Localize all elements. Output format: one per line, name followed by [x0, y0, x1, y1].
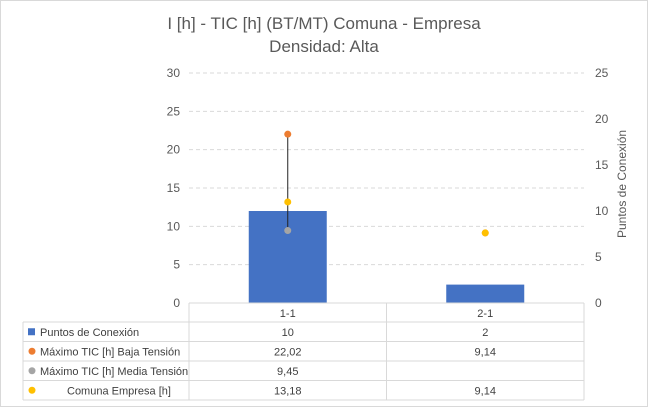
category-label: 1-1 — [280, 308, 296, 320]
data-label: 13,18 — [274, 385, 302, 397]
bar-series — [248, 211, 525, 303]
legend-label: Máximo TIC [h] Media Tensión — [40, 366, 188, 378]
legend-key — [28, 328, 35, 336]
right-axis: 0 5 10 15 20 25 — [595, 66, 609, 310]
left-tick-label: 20 — [167, 143, 181, 157]
right-tick-label: 0 — [595, 296, 602, 310]
data-label: 2 — [482, 327, 488, 339]
data-point — [284, 227, 292, 235]
chart-title: I [h] - TIC [h] (BT/MT) Comuna - Empresa — [167, 14, 481, 33]
right-tick-label: 20 — [595, 112, 609, 126]
right-tick-label: 10 — [595, 204, 609, 218]
data-label: 10 — [282, 327, 294, 339]
right-tick-label: 15 — [595, 158, 609, 172]
high-low-lines — [287, 134, 289, 231]
legend-key — [28, 347, 36, 355]
category-label: 2-1 — [477, 308, 493, 320]
data-table: 1-1 2-1 Puntos de Conexión 10 2 Máximo TIC [h… — [22, 302, 585, 401]
data-point — [284, 198, 292, 206]
left-tick-label: 5 — [173, 258, 180, 272]
left-tick-label: 25 — [167, 104, 181, 118]
left-tick-label: 10 — [167, 219, 181, 233]
legend-label: Puntos de Conexión — [40, 327, 139, 339]
right-tick-label: 5 — [595, 250, 602, 264]
left-tick-label: 15 — [167, 181, 181, 195]
data-label: 9,14 — [475, 346, 496, 358]
legend-label: Máximo TIC [h] Baja Tensión — [40, 346, 180, 358]
point-series — [284, 130, 489, 237]
data-point — [481, 229, 489, 237]
legend-label: Comuna Empresa [h] — [67, 385, 171, 397]
data-point — [284, 130, 292, 138]
right-axis-label: Puntos de Conexión — [615, 130, 629, 238]
bar — [446, 284, 525, 303]
gridlines — [189, 72, 584, 266]
left-tick-label: 0 — [173, 296, 180, 310]
data-label: 22,02 — [274, 346, 302, 358]
data-label: 9,45 — [277, 366, 298, 378]
left-tick-label: 30 — [167, 66, 181, 80]
data-label: 9,14 — [475, 385, 496, 397]
chart-subtitle: Densidad: Alta — [269, 37, 379, 56]
right-tick-label: 25 — [595, 66, 609, 80]
left-axis: 0 5 10 15 20 25 30 — [167, 66, 181, 310]
legend-key — [28, 367, 36, 375]
legend-key — [28, 386, 36, 394]
